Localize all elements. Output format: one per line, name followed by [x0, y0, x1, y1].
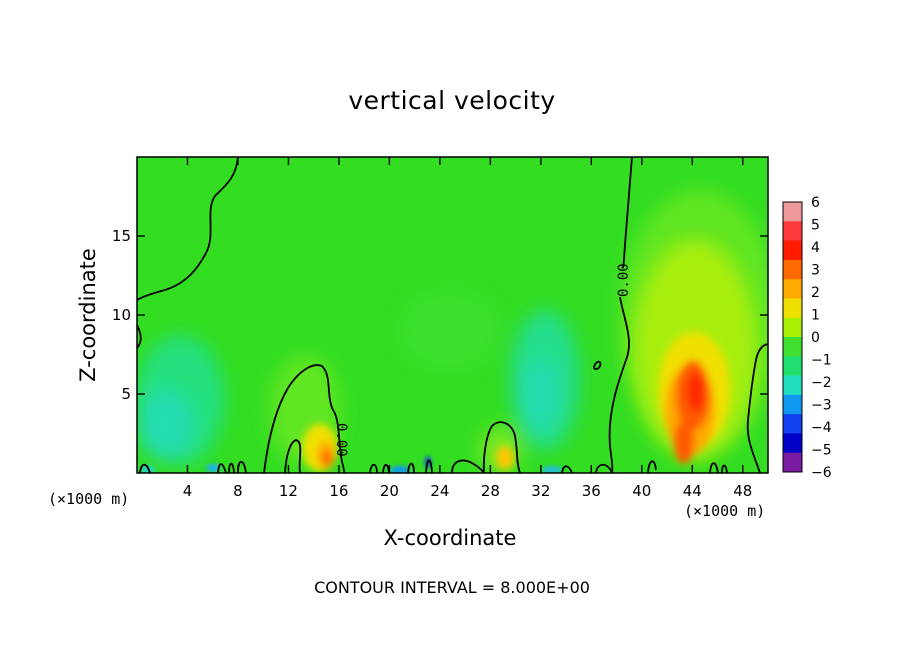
colorbar-frame — [782, 201, 803, 473]
x-tick-label: 24 — [430, 482, 449, 500]
x-tick-label: 32 — [531, 482, 550, 500]
colorbar-tick-label: 3 — [811, 263, 820, 279]
x-tick-label: 16 — [329, 482, 348, 500]
x-tick-label: 4 — [183, 482, 193, 500]
contour-label: 0.00 — [616, 263, 632, 297]
colorbar-swatch — [783, 337, 802, 357]
colorbar-tick-label: −3 — [811, 398, 832, 414]
x-tick-label: 48 — [733, 482, 752, 500]
colorbar-tick-label: 1 — [811, 308, 820, 324]
colorbar-swatch — [783, 375, 802, 396]
colorbar-swatch — [783, 202, 802, 222]
colorbar-swatch — [783, 221, 802, 242]
x-tick-label: 44 — [683, 482, 702, 500]
colorbar-swatch — [783, 298, 802, 319]
y-tick-label: 10 — [112, 306, 131, 324]
x-tick-label: 12 — [279, 482, 298, 500]
colorbar-swatch — [783, 356, 802, 377]
colorbar-swatch — [783, 394, 802, 415]
x-axis: 4 8 12 16 20 24 28 32 36 40 44 48 — [183, 157, 752, 500]
y-tick-label: 5 — [121, 385, 131, 403]
velocity-field — [137, 157, 768, 473]
colorbar-tick-label: −1 — [811, 353, 832, 369]
contour-label: 0.00 — [333, 423, 349, 457]
contour-interval-note: CONTOUR INTERVAL = 8.000E+00 — [314, 578, 590, 597]
x-tick-label: 36 — [582, 482, 601, 500]
colorbar-tick-label: −6 — [811, 465, 832, 481]
colorbar-swatch — [783, 240, 802, 261]
colorbar-tick-label: −5 — [811, 443, 832, 459]
colorbar-swatch — [783, 414, 802, 434]
colorbar-swatch — [783, 317, 802, 338]
colorbar-swatch — [783, 452, 802, 473]
colorbar-swatch — [783, 279, 802, 299]
x-axis-label: X-coordinate — [383, 526, 517, 550]
zero-contours — [137, 157, 768, 473]
colorbar-tick-label: 4 — [811, 240, 820, 256]
colorbar-tick-label: −2 — [811, 375, 832, 391]
colorbar-tick-label: 2 — [811, 285, 820, 301]
x-tick-label: 28 — [481, 482, 500, 500]
x-unit-left: (×1000 m) — [48, 490, 130, 508]
x-tick-label: 40 — [632, 482, 651, 500]
colorbar-swatch — [783, 433, 802, 454]
colorbar-tick-label: −4 — [811, 420, 832, 436]
colorbar-swatch — [783, 259, 802, 280]
colorbar-tick-label: 5 — [811, 218, 820, 234]
colorbar-tick-label: 6 — [811, 195, 820, 211]
y-axis-label: Z-coordinate — [76, 248, 100, 382]
x-tick-label: 8 — [233, 482, 243, 500]
x-tick-label: 20 — [380, 482, 399, 500]
x-unit-right: (×1000 m) — [684, 502, 766, 520]
y-tick-label: 15 — [112, 227, 131, 245]
colorbar-tick-label: 0 — [811, 330, 820, 346]
chart-title: vertical velocity — [348, 86, 556, 115]
colorbar: 6 5 4 3 2 1 0 −1 −2 −3 −4 −5 −6 — [782, 195, 832, 481]
y-axis: 5 10 15 — [112, 227, 768, 403]
